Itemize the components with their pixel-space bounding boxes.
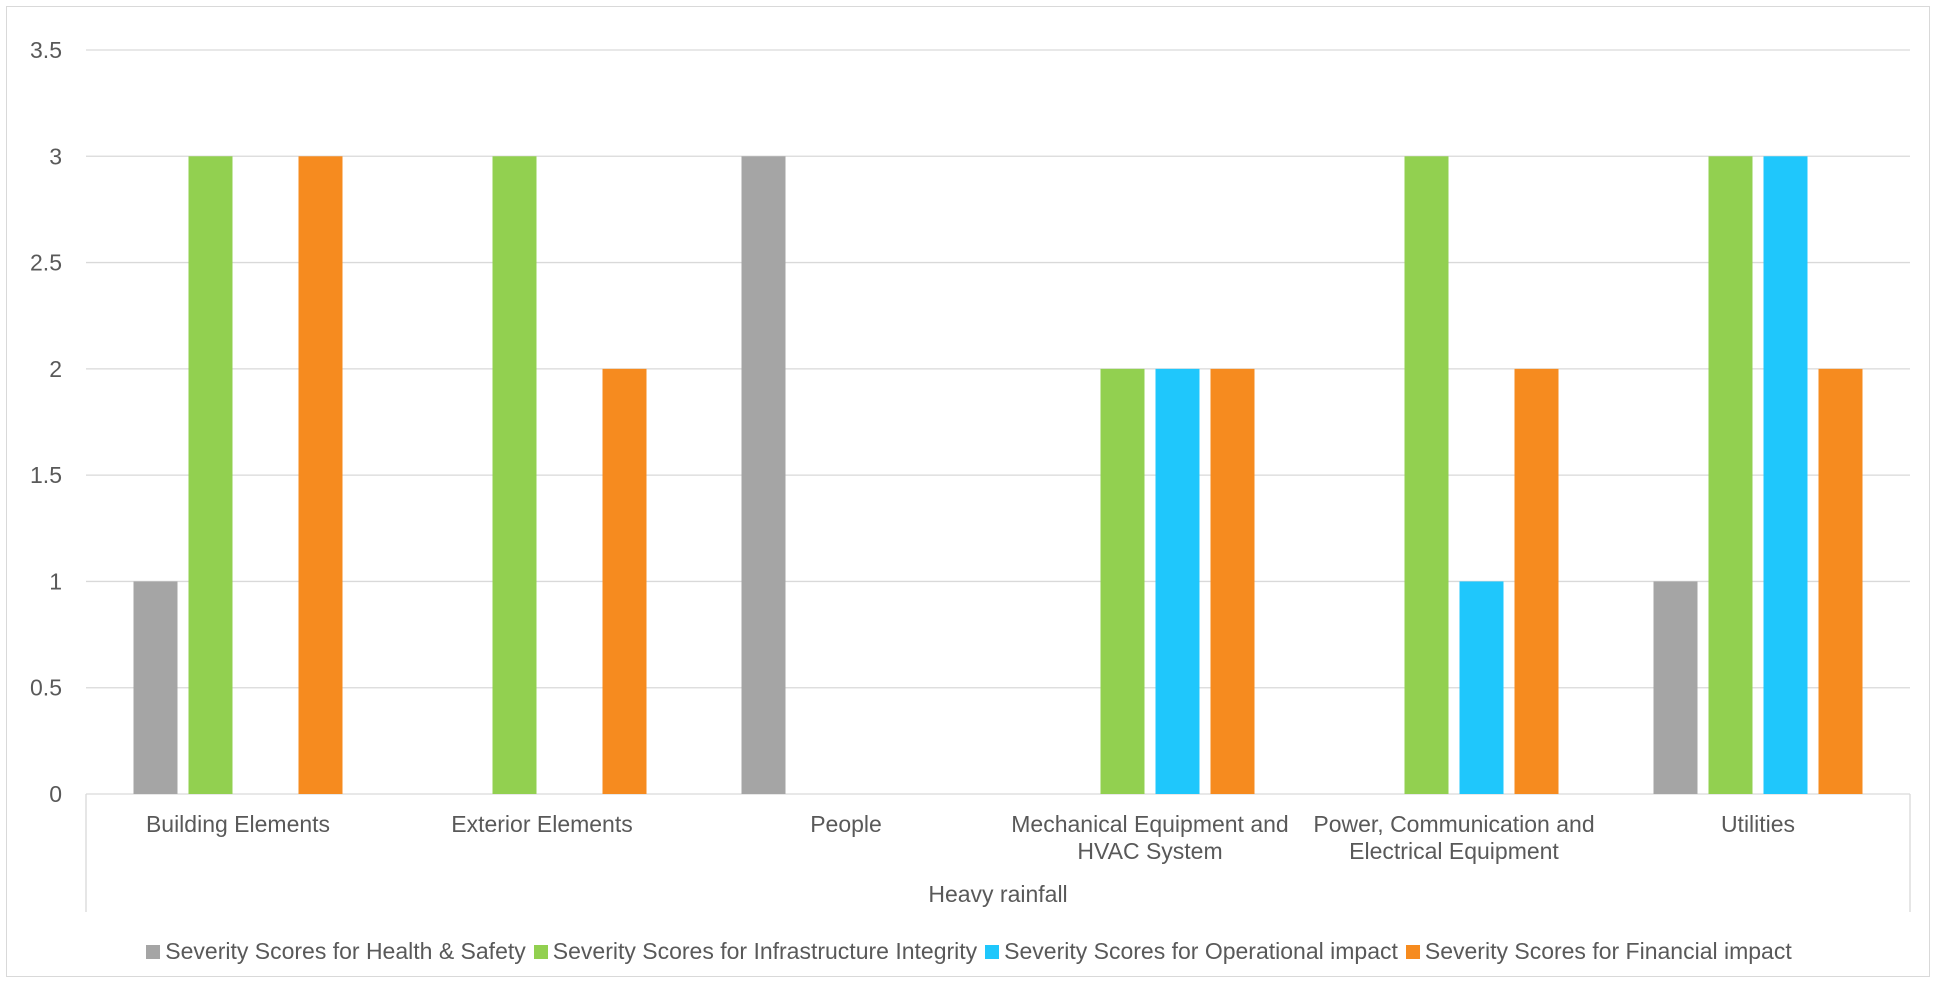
- y-tick-label: 3.5: [30, 37, 62, 63]
- gridlines: [86, 49, 1910, 795]
- legend-swatch: [533, 944, 548, 959]
- legend-item: Severity Scores for Health & Safety: [146, 938, 526, 965]
- x-axis-group-label: Heavy rainfall: [928, 881, 1067, 907]
- x-tick-label: Power, Communication and Electrical Equip…: [1313, 811, 1594, 864]
- legend-item: Severity Scores for Operational impact: [985, 938, 1398, 965]
- y-tick-label: 3: [49, 143, 62, 169]
- y-tick-label: 1: [49, 568, 62, 594]
- x-tick-label: Utilities: [1721, 811, 1795, 837]
- x-tick-label: Mechanical Equipment and HVAC System: [1011, 811, 1288, 864]
- bar: [1210, 368, 1255, 794]
- y-tick-label: 1.5: [30, 462, 62, 488]
- bar: [1708, 156, 1753, 795]
- legend-item: Severity Scores for Infrastructure Integ…: [533, 938, 978, 965]
- y-tick-label: 0.5: [30, 675, 62, 701]
- bar: [1653, 581, 1698, 794]
- bar: [741, 156, 786, 795]
- legend-swatch: [146, 944, 161, 959]
- legend-item: Severity Scores for Financial impact: [1405, 938, 1792, 965]
- y-tick-label: 0: [49, 781, 62, 807]
- x-tick-label: People: [810, 811, 882, 837]
- legend-swatch: [985, 944, 1000, 959]
- legend-label: Severity Scores for Infrastructure Integ…: [552, 938, 978, 964]
- legend-label: Severity Scores for Operational impact: [1004, 938, 1398, 964]
- legend: Severity Scores for Health & Safety Sever…: [0, 938, 1938, 965]
- bar: [1763, 156, 1808, 795]
- legend-label: Severity Scores for Health & Safety: [165, 938, 526, 964]
- bar: [1100, 368, 1145, 794]
- bar: [1818, 368, 1863, 794]
- x-tick-label: Exterior Elements: [451, 811, 633, 837]
- bar: [602, 368, 647, 794]
- bar: [492, 156, 537, 795]
- x-tick-label: Building Elements: [146, 811, 330, 837]
- bar: [188, 156, 233, 795]
- legend-label: Severity Scores for Financial impact: [1424, 938, 1792, 964]
- bar: [1514, 368, 1559, 794]
- bar: [1155, 368, 1200, 794]
- bar: [1459, 581, 1504, 794]
- bar: [133, 581, 178, 794]
- bars: [133, 156, 1863, 795]
- y-tick-label: 2.5: [30, 250, 62, 276]
- y-axis-tick-labels: 0 0.5 1 1.5 2 2.5 3 3.5: [30, 37, 62, 807]
- x-axis: Building Elements Exterior Elements People…: [85, 794, 1911, 912]
- bar: [1404, 156, 1449, 795]
- y-tick-label: 2: [49, 356, 62, 382]
- legend-swatch: [1405, 944, 1420, 959]
- bar: [298, 156, 343, 795]
